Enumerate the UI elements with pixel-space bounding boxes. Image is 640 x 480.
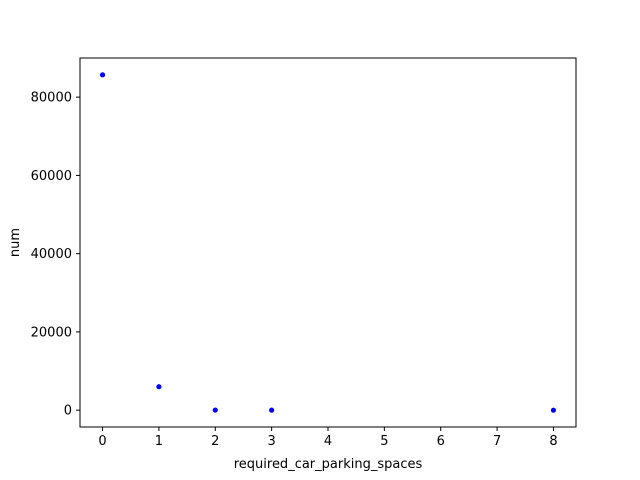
y-tick-label: 60000 xyxy=(31,169,72,184)
x-tick-label: 0 xyxy=(98,434,106,449)
plot-frame xyxy=(79,57,577,428)
y-axis-ticks: 0 20000 40000 60000 80000 xyxy=(31,91,80,419)
plot-area xyxy=(80,58,576,427)
x-tick-label: 1 xyxy=(155,434,163,449)
x-tick-label: 4 xyxy=(324,434,332,449)
data-point xyxy=(550,407,557,413)
x-tick-label: 3 xyxy=(267,434,275,449)
data-point xyxy=(156,384,162,390)
y-tick-label: 20000 xyxy=(31,325,72,340)
data-points xyxy=(99,72,557,413)
x-tick-label: 5 xyxy=(380,434,388,449)
x-tick-label: 6 xyxy=(437,434,445,449)
y-axis-label: num xyxy=(8,228,23,257)
y-tick-label: 40000 xyxy=(31,247,72,262)
data-point xyxy=(212,407,218,413)
x-axis-label: required_car_parking_spaces xyxy=(234,457,423,472)
x-tick-label: 2 xyxy=(211,434,219,449)
data-point xyxy=(99,72,106,78)
x-axis-ticks: 0 1 2 3 4 5 6 7 8 xyxy=(98,427,558,449)
x-tick-label: 7 xyxy=(493,434,501,449)
y-tick-label: 0 xyxy=(64,404,72,419)
x-tick-label: 8 xyxy=(549,434,557,449)
data-point xyxy=(269,407,275,413)
y-tick-label: 80000 xyxy=(31,91,72,106)
